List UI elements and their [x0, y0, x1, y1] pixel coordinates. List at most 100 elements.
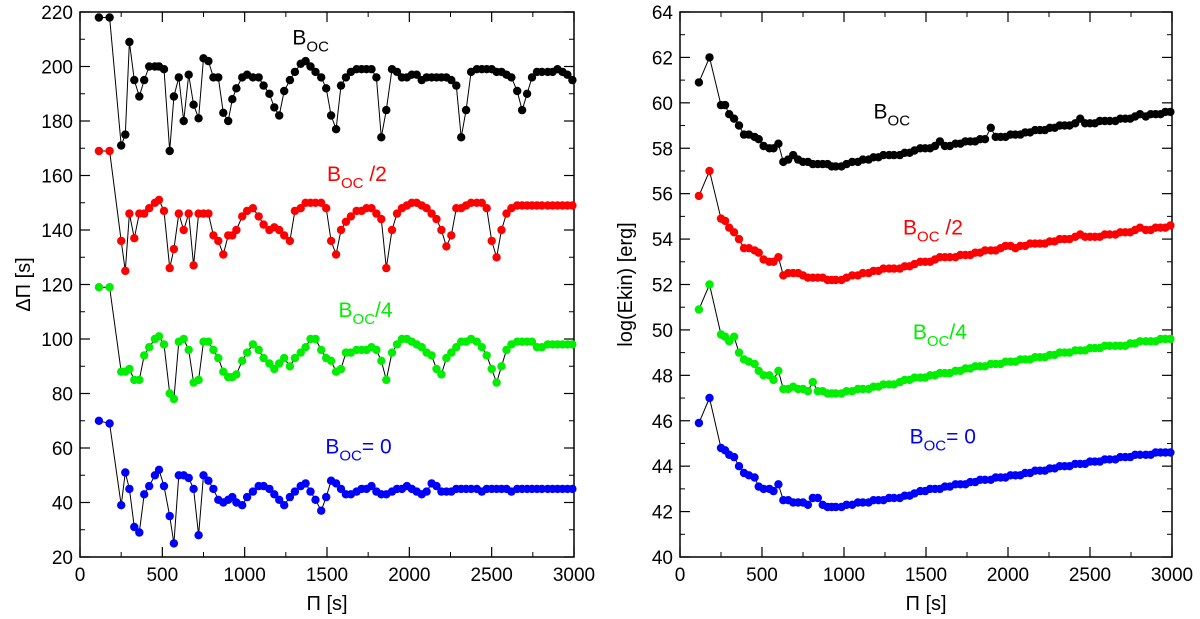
- chart-1-series-0-point: [774, 139, 783, 148]
- chart-0-series-1-point: [372, 209, 381, 218]
- chart-0-series-1-point: [322, 204, 331, 213]
- chart-0-series-1-point: [442, 242, 451, 251]
- chart-0-series-1-point: [154, 195, 164, 205]
- chart-0-series-2-point: [336, 364, 346, 374]
- chart-0-series-2-point: [290, 353, 300, 363]
- chart-0-series-2-point: [492, 378, 501, 387]
- chart-0-series-2-point: [432, 364, 441, 374]
- chart-0-series-1-point: [537, 201, 547, 210]
- chart-1-series-1: BOC /2: [694, 166, 1175, 285]
- chart-0-series-0-point: [179, 116, 188, 126]
- chart-0-series-2-point: [259, 353, 268, 363]
- chart-0-series-2-point: [214, 353, 223, 363]
- chart-1-series-2: BOC/4: [694, 280, 1175, 398]
- chart-0-series-3-point: [537, 484, 547, 494]
- chart-1-series-2-point: [803, 387, 813, 396]
- chart-0-series-2-point: [232, 370, 241, 379]
- chart-1-y-tick-label: 42: [652, 503, 673, 524]
- chart-0-series-1-point: [125, 209, 134, 218]
- chart-0-series-2-point: [317, 345, 326, 355]
- chart-0-series-3-point: [242, 492, 252, 502]
- chart-1-series-2-point: [1135, 337, 1145, 346]
- chart-0-series-3-point: [270, 490, 279, 499]
- chart-0-series-2-point: [568, 340, 577, 349]
- chart-1-y-tick-label: 56: [652, 185, 673, 206]
- chart-0-series-1-point: [437, 225, 446, 235]
- chart-1-x-tick-label: 0: [675, 565, 686, 586]
- chart-0-series-2-point: [477, 343, 486, 352]
- chart-1-series-3-point: [694, 418, 704, 428]
- chart-0-series-1-point: [219, 250, 228, 259]
- chart-1-x-tick-label: 2500: [1069, 565, 1111, 586]
- chart-0-series-3-point: [145, 481, 154, 491]
- chart-1-series-0-point: [734, 121, 744, 130]
- chart-0-series-3-point: [105, 419, 114, 428]
- chart-0-series-0-label: BOC: [292, 27, 329, 56]
- chart-1-series-1-point: [734, 234, 744, 244]
- chart-0-series-2-point: [135, 375, 144, 385]
- chart-0-series-1-point: [382, 263, 391, 273]
- chart-1-series-2-label: BOC/4: [913, 321, 967, 350]
- chart-0-series-0-point: [306, 62, 315, 71]
- chart-0-series-1-point: [189, 261, 198, 270]
- chart-0-series-1-point: [492, 253, 501, 262]
- chart-0-series-1-point: [121, 266, 130, 276]
- chart-0-series-2-point: [248, 340, 258, 349]
- chart-0-series-0-point: [105, 13, 114, 22]
- chart-0-series-2-point: [238, 356, 247, 365]
- chart-1-series-3-point: [759, 484, 768, 494]
- chart-0-series-2-point: [94, 283, 104, 292]
- chart-1-series-0: BOC: [694, 53, 1175, 171]
- chart-0-x-tick-label: 1500: [306, 565, 348, 586]
- chart-0-series-3-point: [248, 487, 258, 496]
- chart-0-y-tick-label: 60: [52, 439, 73, 460]
- chart-0-series-3-point: [117, 501, 126, 510]
- chart-1-series-1-point: [694, 191, 704, 201]
- chart-0-series-2-point: [219, 367, 228, 376]
- chart-1-series-3-label: BOC= 0: [910, 425, 976, 454]
- chart-0-series-3-point: [184, 473, 193, 483]
- chart-0-series-2-point: [125, 364, 134, 374]
- chart-0-series-3-point: [209, 484, 218, 494]
- chart-0-series-0-point: [184, 70, 193, 79]
- chart-0-series-1-point: [254, 212, 263, 221]
- chart-0-series-2: BOC/4: [94, 283, 577, 404]
- chart-1-y-tick-label: 52: [652, 276, 673, 297]
- chart-0-series-2-point: [184, 345, 193, 355]
- chart-0-y-tick-label: 160: [41, 167, 73, 188]
- chart-0-series-0-point: [219, 108, 228, 118]
- chart-1-series-1-point: [729, 228, 739, 237]
- chart-0-x-tick-label: 1000: [224, 565, 266, 586]
- chart-0-series-0-point: [94, 13, 104, 22]
- chart-0-series-3-point: [280, 501, 289, 510]
- chart-1-series-0-point: [889, 150, 899, 160]
- chart-1-series-1-point: [720, 216, 730, 226]
- chart-1-series-1-label: BOC /2: [903, 217, 963, 246]
- chart-0-series-2-point: [270, 364, 279, 374]
- chart-0-series-0-point: [224, 116, 233, 126]
- chart-1-series-3-point: [813, 493, 822, 503]
- chart-0-series-3-point: [331, 479, 341, 488]
- chart-1-series-2-point: [774, 366, 783, 375]
- chart-0-series-0-point: [517, 105, 527, 115]
- chart-0-series-1-point: [105, 146, 114, 156]
- chart-0-series-3-point: [301, 479, 310, 488]
- chart-0-series-3-point: [238, 501, 247, 510]
- chart-0-series-1-point: [214, 236, 223, 246]
- chart-0-series-2-point: [482, 351, 491, 360]
- chart-0-series-1-point: [140, 209, 149, 218]
- chart-0-series-3-point: [275, 495, 284, 504]
- chart-0-series-0-point: [214, 73, 223, 82]
- chart-0-series-0-point: [165, 146, 174, 156]
- chart-1-x-tick-label: 500: [746, 565, 778, 586]
- chart-0-series-0-point: [513, 86, 522, 96]
- chart-0-series-2-point: [527, 337, 537, 346]
- chart-0-series-2-point: [502, 345, 511, 355]
- chart-0-series-1-point: [285, 236, 295, 246]
- chart-1-series-3-point: [980, 475, 990, 484]
- chart-0-series-1-point: [487, 236, 496, 246]
- chart-0-series-2-point: [265, 359, 274, 368]
- chart-0-series-3-point: [194, 531, 203, 540]
- chart-1-y-tick-label: 58: [652, 139, 673, 160]
